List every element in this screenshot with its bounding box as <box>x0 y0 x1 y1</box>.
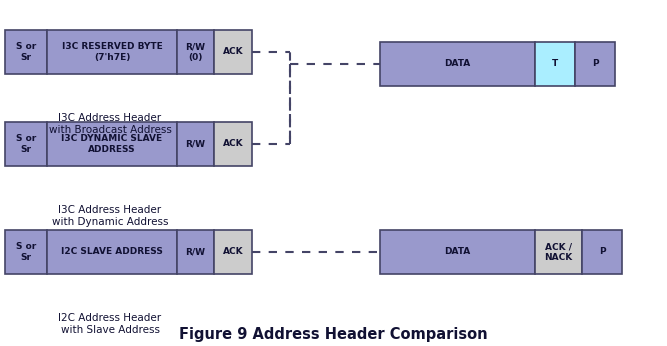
Text: I2C SLAVE ADDRESS: I2C SLAVE ADDRESS <box>61 247 163 256</box>
Text: ACK: ACK <box>223 47 243 56</box>
Text: S or
Sr: S or Sr <box>16 242 36 262</box>
FancyBboxPatch shape <box>214 30 252 74</box>
FancyBboxPatch shape <box>177 122 214 166</box>
FancyBboxPatch shape <box>214 122 252 166</box>
FancyBboxPatch shape <box>380 42 535 86</box>
Text: R/W: R/W <box>185 247 205 256</box>
Text: R/W
(0): R/W (0) <box>185 42 205 62</box>
Text: I3C Address Header
with Dynamic Address: I3C Address Header with Dynamic Address <box>52 205 168 227</box>
FancyBboxPatch shape <box>380 230 535 274</box>
FancyBboxPatch shape <box>575 42 615 86</box>
FancyBboxPatch shape <box>535 42 575 86</box>
FancyBboxPatch shape <box>535 230 582 274</box>
Text: ACK /
NACK: ACK / NACK <box>544 242 573 262</box>
Text: P: P <box>599 247 606 256</box>
FancyBboxPatch shape <box>47 230 177 274</box>
Text: I3C RESERVED BYTE
(7'h7E): I3C RESERVED BYTE (7'h7E) <box>61 42 162 62</box>
Text: ACK: ACK <box>223 139 243 148</box>
FancyBboxPatch shape <box>177 230 214 274</box>
Text: I3C DYNAMIC SLAVE
ADDRESS: I3C DYNAMIC SLAVE ADDRESS <box>61 134 163 154</box>
FancyBboxPatch shape <box>5 30 47 74</box>
Text: R/W: R/W <box>185 139 205 148</box>
FancyBboxPatch shape <box>582 230 622 274</box>
FancyBboxPatch shape <box>214 230 252 274</box>
Text: DATA: DATA <box>444 60 471 69</box>
Text: S or
Sr: S or Sr <box>16 42 36 62</box>
FancyBboxPatch shape <box>47 122 177 166</box>
FancyBboxPatch shape <box>47 30 177 74</box>
Text: DATA: DATA <box>444 247 471 256</box>
Text: I3C Address Header
with Broadcast Address: I3C Address Header with Broadcast Addres… <box>49 113 171 135</box>
Text: S or
Sr: S or Sr <box>16 134 36 154</box>
Text: Figure 9 Address Header Comparison: Figure 9 Address Header Comparison <box>179 327 488 342</box>
Text: P: P <box>592 60 598 69</box>
Text: ACK: ACK <box>223 247 243 256</box>
Text: T: T <box>552 60 558 69</box>
FancyBboxPatch shape <box>5 122 47 166</box>
FancyBboxPatch shape <box>177 30 214 74</box>
FancyBboxPatch shape <box>5 230 47 274</box>
Text: I2C Address Header
with Slave Address: I2C Address Header with Slave Address <box>59 313 161 335</box>
